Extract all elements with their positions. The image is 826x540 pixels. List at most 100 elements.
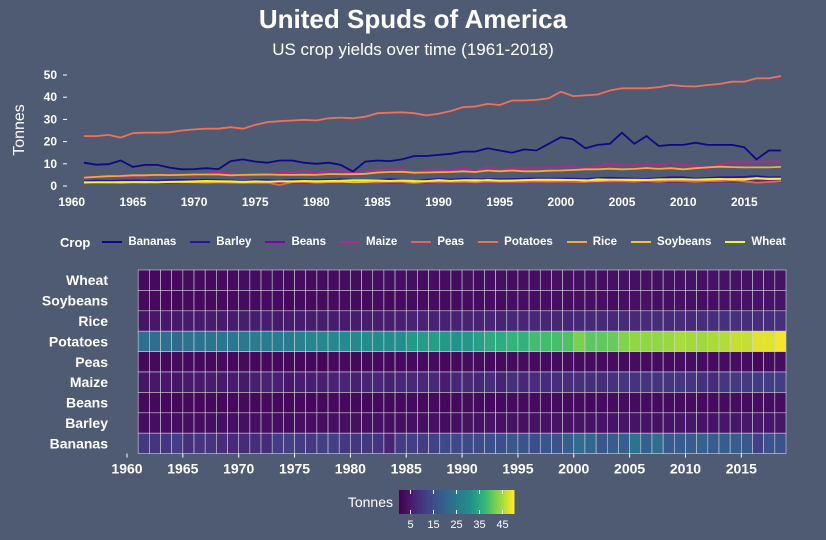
heatmap-cell xyxy=(305,310,318,332)
heatmap-cell xyxy=(618,290,630,312)
colorbar-segment xyxy=(422,490,425,514)
heatmap-cell xyxy=(316,371,329,393)
heatmap-cell xyxy=(685,432,697,454)
heatmap-cell xyxy=(372,371,385,393)
heatmap-cell xyxy=(741,351,753,373)
heatmap-cell xyxy=(439,351,452,373)
heatmap-cell xyxy=(584,269,597,291)
heat-x-tick-label: 2000 xyxy=(558,461,589,477)
heatmap-cell xyxy=(763,269,776,291)
heatmap-cell xyxy=(595,351,608,373)
heatmap-cell xyxy=(606,432,619,454)
heatmap-cell xyxy=(271,351,284,373)
legend-label: Potatoes xyxy=(504,236,553,248)
heatmap-cell xyxy=(640,351,653,373)
heatmap-cell xyxy=(171,432,184,454)
heatmap-cell xyxy=(595,330,608,352)
heatmap-cell xyxy=(439,412,452,434)
heatmap-cell xyxy=(562,432,575,454)
heatmap-cell xyxy=(651,371,664,393)
heatmap-cell xyxy=(428,290,441,312)
heatmap-cell xyxy=(595,290,608,312)
heatmap-cell xyxy=(461,412,474,434)
heatmap-cell xyxy=(171,290,184,312)
line-x-axis: 1960 1965 1970 1975 1980 1985 1990 1995 2000 2005… xyxy=(58,195,758,209)
heatmap-cell xyxy=(595,269,608,291)
heatmap-cell xyxy=(227,330,239,352)
heatmap-cell xyxy=(383,412,396,434)
heatmap-cell xyxy=(584,432,597,454)
heatmap-cell xyxy=(461,269,474,291)
heatmap-cell xyxy=(517,310,530,332)
colorbar-segment xyxy=(498,490,502,514)
heatmap-cell xyxy=(271,330,284,352)
heatmap-row-label: Maize xyxy=(70,374,108,390)
heatmap-cell xyxy=(227,371,239,393)
heatmap-cell xyxy=(484,269,496,291)
heatmap-cell xyxy=(741,269,753,291)
heatmap-row-label: Potatoes xyxy=(49,333,108,349)
heatmap-cell xyxy=(149,310,161,332)
heatmap-cell xyxy=(551,392,563,414)
heat-x-tick-label: 1975 xyxy=(279,461,310,477)
colorbar-segment xyxy=(406,490,410,514)
heatmap-cell xyxy=(417,371,429,393)
heatmap-row-label: Wheat xyxy=(66,272,108,288)
heatmap-cell xyxy=(562,392,575,414)
heatmap-cell xyxy=(137,432,150,454)
heatmap-cell xyxy=(316,330,329,352)
heatmap-cell xyxy=(294,290,307,312)
heatmap-cell xyxy=(260,290,273,312)
heatmap-cell xyxy=(539,351,552,373)
colorbar-segment xyxy=(496,490,500,514)
heatmap-cell xyxy=(137,371,150,393)
heatmap-cell xyxy=(472,392,485,414)
colorbar-segment xyxy=(506,490,509,514)
heatmap-cell xyxy=(551,290,563,312)
heatmap-cell xyxy=(394,351,407,373)
heatmap-row-label: Soybeans xyxy=(42,293,108,309)
heatmap-cell xyxy=(238,412,251,434)
heatmap-cell xyxy=(439,392,452,414)
heatmap-cell xyxy=(271,290,284,312)
heatmap-cell xyxy=(506,412,519,434)
legend-title: Crop xyxy=(60,234,91,250)
heatmap-cell xyxy=(350,392,362,414)
heatmap-cell xyxy=(227,310,239,332)
colorbar-segment xyxy=(423,490,427,514)
heatmap-cell xyxy=(674,371,686,393)
colorbar-segment xyxy=(464,490,467,514)
heatmap-cell xyxy=(763,412,776,434)
heatmap-cell xyxy=(428,412,441,434)
heatmap-cell xyxy=(640,310,653,332)
heatmap-cell xyxy=(193,330,206,352)
heatmap-cell xyxy=(294,412,307,434)
heatmap-cell xyxy=(707,412,720,434)
heatmap-cell xyxy=(640,269,653,291)
heatmap-cell xyxy=(662,371,675,393)
heatmap-cell xyxy=(294,432,307,454)
heatmap-cell xyxy=(618,392,630,414)
heatmap-cell xyxy=(294,371,307,393)
heatmap-cell xyxy=(573,330,586,352)
heatmap-cell xyxy=(562,412,575,434)
heatmap-cell xyxy=(394,330,407,352)
colorbar-segment xyxy=(468,490,471,514)
heatmap-cell xyxy=(327,269,340,291)
heatmap-cell xyxy=(718,432,731,454)
heatmap-cell xyxy=(216,269,228,291)
heatmap-cells xyxy=(137,269,787,454)
colorbar-segment xyxy=(483,490,486,514)
heatmap-cell xyxy=(707,330,720,352)
heatmap-cell xyxy=(160,371,172,393)
heatmap-cell xyxy=(305,412,318,434)
heatmap-cell xyxy=(674,432,686,454)
heatmap-cell xyxy=(417,412,429,434)
heatmap-cell xyxy=(495,310,508,332)
heatmap-cell xyxy=(595,432,608,454)
heatmap-cell xyxy=(685,269,697,291)
heatmap-cell xyxy=(484,412,496,434)
heatmap-row-label: Beans xyxy=(66,395,108,411)
heatmap-cell xyxy=(372,432,385,454)
heatmap-cell xyxy=(450,330,463,352)
